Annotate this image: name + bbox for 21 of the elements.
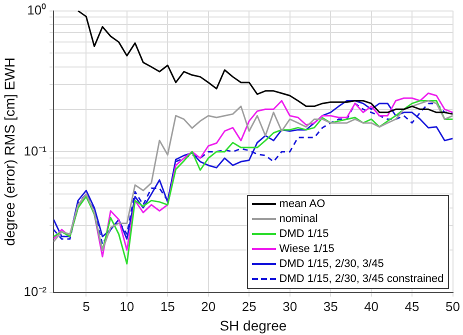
- x-tick-label: 45: [404, 298, 420, 314]
- y-axis-title: degree (error) RMS [cm] EWH: [1, 58, 18, 246]
- legend-label: nominal: [279, 212, 318, 227]
- x-tick-label: 40: [364, 298, 379, 314]
- x-tick-label: 30: [282, 298, 298, 314]
- y-tick-label: 10⁻¹: [24, 143, 48, 158]
- x-tick-label: 50: [446, 298, 460, 314]
- x-tick-label: 20: [201, 298, 216, 314]
- legend-label: Wiese 1/15: [279, 242, 334, 257]
- legend-label: DMD 1/15, 2/30, 3/45 constrained: [279, 272, 444, 287]
- y-tick-label: 10⁰: [27, 2, 47, 18]
- legend-label: DMD 1/15, 2/30, 3/45: [279, 256, 384, 272]
- y-tick-label: 10⁻²: [24, 284, 48, 300]
- legend-label: mean AO: [279, 196, 326, 212]
- legend-label: DMD 1/15: [279, 226, 329, 242]
- x-tick-label: 35: [323, 298, 338, 314]
- x-tick-label: 15: [160, 298, 175, 314]
- x-tick-label: 10: [120, 298, 134, 314]
- x-tick-label: 25: [242, 298, 256, 314]
- x-axis-title: SH degree: [220, 317, 287, 334]
- x-tick-label: 5: [82, 298, 90, 314]
